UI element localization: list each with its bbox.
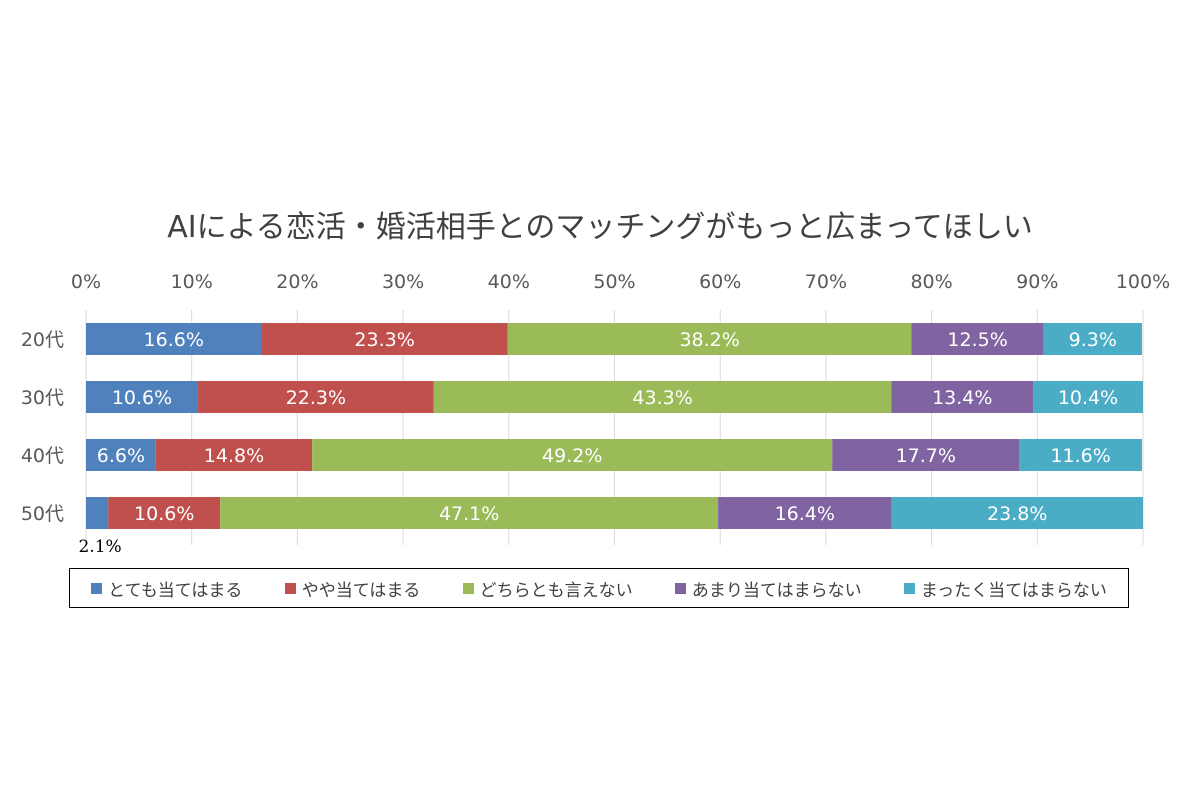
legend-label: あまり当てはまらない	[691, 580, 862, 601]
category-label: 50代	[21, 503, 64, 525]
data-label: 23.8%	[987, 503, 1047, 525]
data-label: 17.7%	[896, 445, 956, 467]
category-label: 40代	[21, 445, 64, 467]
bar-segment	[832, 439, 1020, 471]
data-label: 16.6%	[144, 329, 204, 351]
legend-label: とても当てはまる	[108, 580, 243, 601]
data-label: 12.5%	[947, 329, 1007, 351]
data-label: 9.3%	[1069, 329, 1117, 351]
x-tick-label: 50%	[593, 271, 635, 293]
data-label: 10.6%	[112, 387, 172, 409]
x-tick-label: 80%	[910, 271, 952, 293]
bar-segment	[86, 439, 156, 471]
bar-segment	[86, 381, 199, 413]
category-label: 30代	[21, 387, 64, 409]
bar-segment	[198, 381, 434, 413]
x-tick-label: 40%	[488, 271, 530, 293]
bar-segment	[1019, 439, 1142, 471]
legend-swatch	[284, 582, 296, 594]
legend-swatch	[903, 582, 915, 594]
legend-item: どちらとも言えない	[462, 576, 633, 601]
x-tick-label: 30%	[382, 271, 424, 293]
bar-segment	[86, 497, 109, 529]
legend-item: とても当てはまる	[91, 576, 242, 601]
chart-title: AIによる恋活・婚活相手とのマッチングがもっと広まってほしい	[167, 210, 1033, 245]
legend-swatch	[462, 582, 474, 594]
x-tick-label: 100%	[1116, 271, 1170, 293]
data-label: 10.4%	[1058, 387, 1118, 409]
legend-label: まったく当てはまらない	[920, 580, 1107, 601]
bar-segment	[86, 323, 262, 355]
data-label-outside: 2.1%	[78, 537, 121, 557]
legend-swatch	[91, 582, 103, 594]
category-label: 20代	[21, 329, 64, 351]
bar-segment	[718, 497, 892, 529]
x-tick-label: 20%	[276, 271, 318, 293]
data-label: 11.6%	[1050, 445, 1110, 467]
legend-swatch	[674, 582, 686, 594]
bar-segment	[1043, 323, 1142, 355]
x-tick-label: 60%	[699, 271, 741, 293]
legend-item: まったく当てはまらない	[903, 576, 1107, 601]
bar-segment	[1033, 381, 1143, 413]
legend-label: やや当てはまる	[301, 580, 421, 601]
data-labels: 16.6% 23.3% 38.2% 12.5% 9.3% 10.6% 22.3% 43.3% 1…	[78, 329, 1118, 557]
x-tick-label: 10%	[171, 271, 213, 293]
data-label: 16.4%	[775, 503, 835, 525]
bar-segment	[891, 381, 1034, 413]
data-label: 47.1%	[439, 503, 499, 525]
bar-segment	[108, 497, 221, 529]
data-label: 43.3%	[632, 387, 692, 409]
bar-segment	[220, 497, 719, 529]
data-label: 22.3%	[286, 387, 346, 409]
bar-segment	[312, 439, 833, 471]
data-label: 14.8%	[204, 445, 264, 467]
data-label: 38.2%	[679, 329, 739, 351]
x-tick-label: 90%	[1016, 271, 1058, 293]
data-label: 23.3%	[354, 329, 414, 351]
legend-item: あまり当てはまらない	[674, 576, 862, 601]
bar-segment	[155, 439, 313, 471]
x-tick-label: 0%	[71, 271, 101, 293]
bar-segment	[433, 381, 892, 413]
data-label: 49.2%	[542, 445, 602, 467]
y-axis-categories: 20代 30代 40代 50代	[21, 329, 64, 525]
data-label: 10.6%	[134, 503, 194, 525]
legend-item: やや当てはまる	[284, 576, 421, 601]
legend: とても当てはまる やや当てはまる どちらとも言えない あまり当てはまらない まったく当て…	[69, 568, 1129, 608]
data-label: 13.4%	[932, 387, 992, 409]
bars	[86, 323, 1143, 529]
bar-segment	[261, 323, 508, 355]
bar-segment	[507, 323, 912, 355]
legend-label: どちらとも言えない	[479, 580, 633, 601]
x-tick-label: 70%	[805, 271, 847, 293]
bar-segment	[911, 323, 1044, 355]
x-axis-ticks: 0% 10% 20% 30% 40% 50% 60% 70% 80% 90% 100%	[71, 271, 1170, 293]
bar-segment	[891, 497, 1143, 529]
data-label: 6.6%	[97, 445, 145, 467]
